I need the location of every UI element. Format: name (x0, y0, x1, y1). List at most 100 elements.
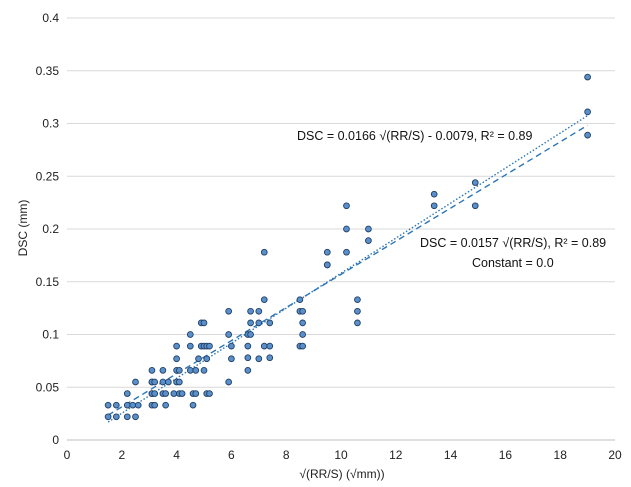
x-axis-title: √(RR/S) (√mm)) (299, 467, 384, 481)
data-point (299, 307, 306, 315)
data-point (299, 331, 306, 338)
data-point (151, 390, 159, 397)
data-point (343, 202, 350, 210)
data-point (129, 401, 137, 409)
data-point (162, 401, 169, 409)
data-point (247, 307, 254, 315)
x-tick-label: 0 (64, 448, 71, 462)
data-point (173, 342, 180, 350)
data-point (206, 342, 213, 350)
data-point (200, 367, 208, 374)
y-tick-label: 0.35 (36, 64, 60, 78)
data-point (260, 248, 268, 256)
trendline-dashed (107, 124, 588, 416)
data-point (584, 131, 591, 139)
data-point (354, 319, 361, 327)
data-points (104, 73, 591, 421)
data-point (225, 307, 233, 315)
trendline-dashed-constant-label: Constant = 0.0 (472, 256, 554, 270)
data-point (365, 225, 372, 233)
data-point (584, 108, 591, 116)
data-point (266, 354, 274, 362)
x-tick-label: 14 (444, 448, 458, 462)
data-point (244, 354, 252, 362)
data-point (343, 248, 350, 256)
data-point (228, 342, 235, 350)
data-point (148, 367, 156, 374)
data-point (203, 355, 211, 363)
data-point (354, 307, 361, 315)
data-point (132, 378, 139, 386)
data-point (123, 413, 131, 421)
data-point (123, 390, 131, 397)
y-axis-title: DSC (mm) (16, 200, 30, 257)
data-point (192, 390, 200, 397)
data-point (132, 413, 139, 421)
data-point (151, 401, 159, 409)
x-tick-label: 2 (118, 448, 125, 462)
data-point (266, 342, 274, 350)
data-point (170, 390, 178, 397)
data-point (343, 225, 350, 233)
y-tick-label: 0.05 (36, 380, 60, 394)
data-point (299, 342, 306, 350)
y-tick-label: 0.1 (42, 328, 59, 342)
y-tick-label: 0.4 (42, 11, 59, 25)
x-tick-label: 6 (228, 448, 235, 462)
y-tick-label: 0.25 (36, 169, 60, 183)
data-point (584, 73, 591, 81)
data-point (186, 367, 194, 374)
y-tick-label: 0.2 (42, 222, 59, 236)
x-tick-label: 20 (608, 448, 622, 462)
data-point (244, 367, 252, 374)
data-point (296, 296, 304, 304)
y-tick-label: 0.3 (42, 117, 59, 131)
y-tick-label: 0 (52, 433, 59, 447)
data-point (195, 355, 202, 363)
data-point (255, 307, 263, 315)
data-point (151, 378, 159, 386)
data-point (186, 342, 194, 350)
x-tick-label: 12 (389, 448, 403, 462)
y-tick-label: 0.15 (36, 275, 60, 289)
data-point (159, 378, 167, 386)
data-point (159, 367, 167, 374)
x-tick-label: 8 (283, 448, 290, 462)
data-point (430, 190, 438, 198)
data-point (247, 331, 254, 338)
data-point (430, 202, 438, 210)
data-point (225, 331, 233, 338)
tick-labels: 0 0.05 0.1 0.15 0.2 0.25 0.3 0.35 0.4 0 2 4 6 8 10 12 14… (36, 11, 622, 462)
data-point (134, 401, 142, 409)
data-point (299, 319, 306, 327)
data-point (192, 367, 200, 374)
data-point (255, 319, 263, 327)
data-point (247, 319, 254, 327)
data-point (123, 401, 131, 409)
gridlines (67, 17, 615, 388)
data-point (244, 342, 252, 350)
data-point (354, 296, 361, 304)
data-point (178, 390, 186, 397)
data-point (112, 413, 120, 421)
data-point (112, 401, 120, 409)
data-point (104, 401, 112, 409)
x-tick-label: 18 (554, 448, 568, 462)
data-point (175, 378, 183, 386)
data-point (225, 378, 233, 386)
data-point (255, 355, 263, 363)
data-point (471, 202, 479, 210)
x-tick-label: 4 (173, 448, 180, 462)
data-point (365, 237, 372, 244)
x-tick-label: 16 (499, 448, 513, 462)
trendline-dotted-label: DSC = 0.0166 √(RR/S) - 0.0079, R² = 0.89 (297, 129, 532, 143)
data-point (260, 342, 268, 350)
data-point (165, 378, 172, 386)
data-point (189, 401, 197, 409)
x-tick-label: 10 (334, 448, 348, 462)
data-point (323, 261, 331, 269)
data-point (323, 248, 331, 256)
data-point (162, 390, 169, 397)
data-point (228, 355, 235, 363)
